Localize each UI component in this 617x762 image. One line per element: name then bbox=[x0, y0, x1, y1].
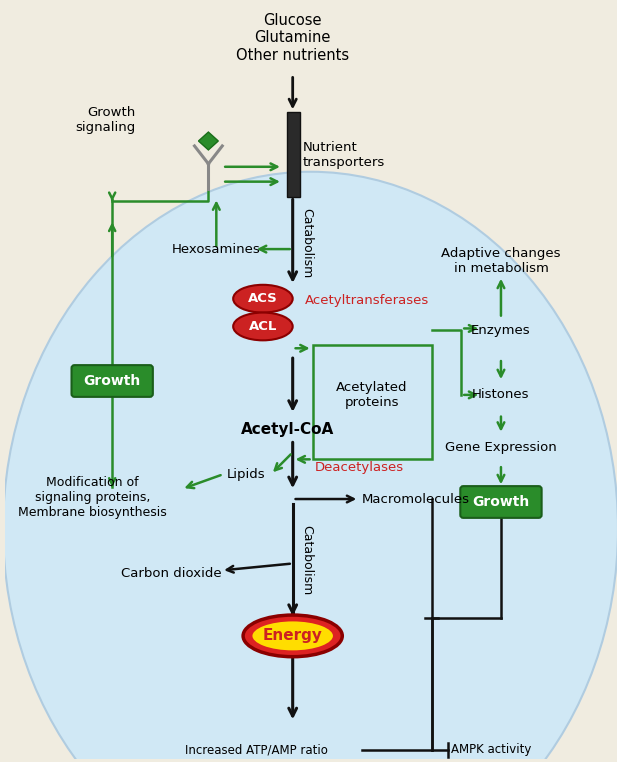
Ellipse shape bbox=[243, 615, 342, 657]
Text: Acetyl-CoA: Acetyl-CoA bbox=[241, 422, 334, 437]
Text: Deacetylases: Deacetylases bbox=[315, 461, 404, 474]
Text: ACL: ACL bbox=[249, 320, 277, 333]
Text: Acetylated
proteins: Acetylated proteins bbox=[336, 381, 408, 409]
Ellipse shape bbox=[233, 285, 292, 312]
FancyBboxPatch shape bbox=[460, 486, 542, 518]
Text: Modification of
signaling proteins,
Membrane biosynthesis: Modification of signaling proteins, Memb… bbox=[18, 475, 167, 518]
Text: Increased ATP/AMP ratio: Increased ATP/AMP ratio bbox=[184, 744, 328, 757]
Text: Histones: Histones bbox=[472, 389, 530, 402]
Text: Adaptive changes
in metabolism: Adaptive changes in metabolism bbox=[441, 247, 561, 275]
Text: Glucose
Glutamine
Other nutrients: Glucose Glutamine Other nutrients bbox=[236, 13, 349, 62]
FancyBboxPatch shape bbox=[72, 365, 153, 397]
Text: ACS: ACS bbox=[248, 292, 278, 306]
Ellipse shape bbox=[3, 171, 617, 762]
Text: Hexosamines: Hexosamines bbox=[172, 242, 261, 255]
Text: Macromolecules: Macromolecules bbox=[362, 492, 470, 505]
Text: Acetyltransferases: Acetyltransferases bbox=[305, 294, 429, 307]
Text: Growth: Growth bbox=[83, 374, 141, 388]
Ellipse shape bbox=[233, 312, 292, 341]
Text: Catabolism: Catabolism bbox=[300, 208, 313, 278]
Bar bbox=[287, 112, 300, 197]
Text: Energy: Energy bbox=[263, 629, 323, 643]
Text: Gene Expression: Gene Expression bbox=[445, 441, 557, 454]
Text: Carbon dioxide: Carbon dioxide bbox=[122, 567, 222, 580]
Text: Catabolism: Catabolism bbox=[300, 525, 313, 596]
Text: Nutrient
transporters: Nutrient transporters bbox=[302, 141, 385, 169]
Ellipse shape bbox=[251, 620, 334, 652]
Text: Enzymes: Enzymes bbox=[471, 324, 531, 337]
Text: AMPK activity: AMPK activity bbox=[452, 744, 532, 757]
Polygon shape bbox=[199, 132, 218, 150]
Text: Growth
signaling: Growth signaling bbox=[76, 106, 136, 134]
Text: Lipids: Lipids bbox=[227, 468, 265, 481]
Text: Growth: Growth bbox=[473, 495, 529, 509]
Bar bbox=[313, 345, 431, 459]
